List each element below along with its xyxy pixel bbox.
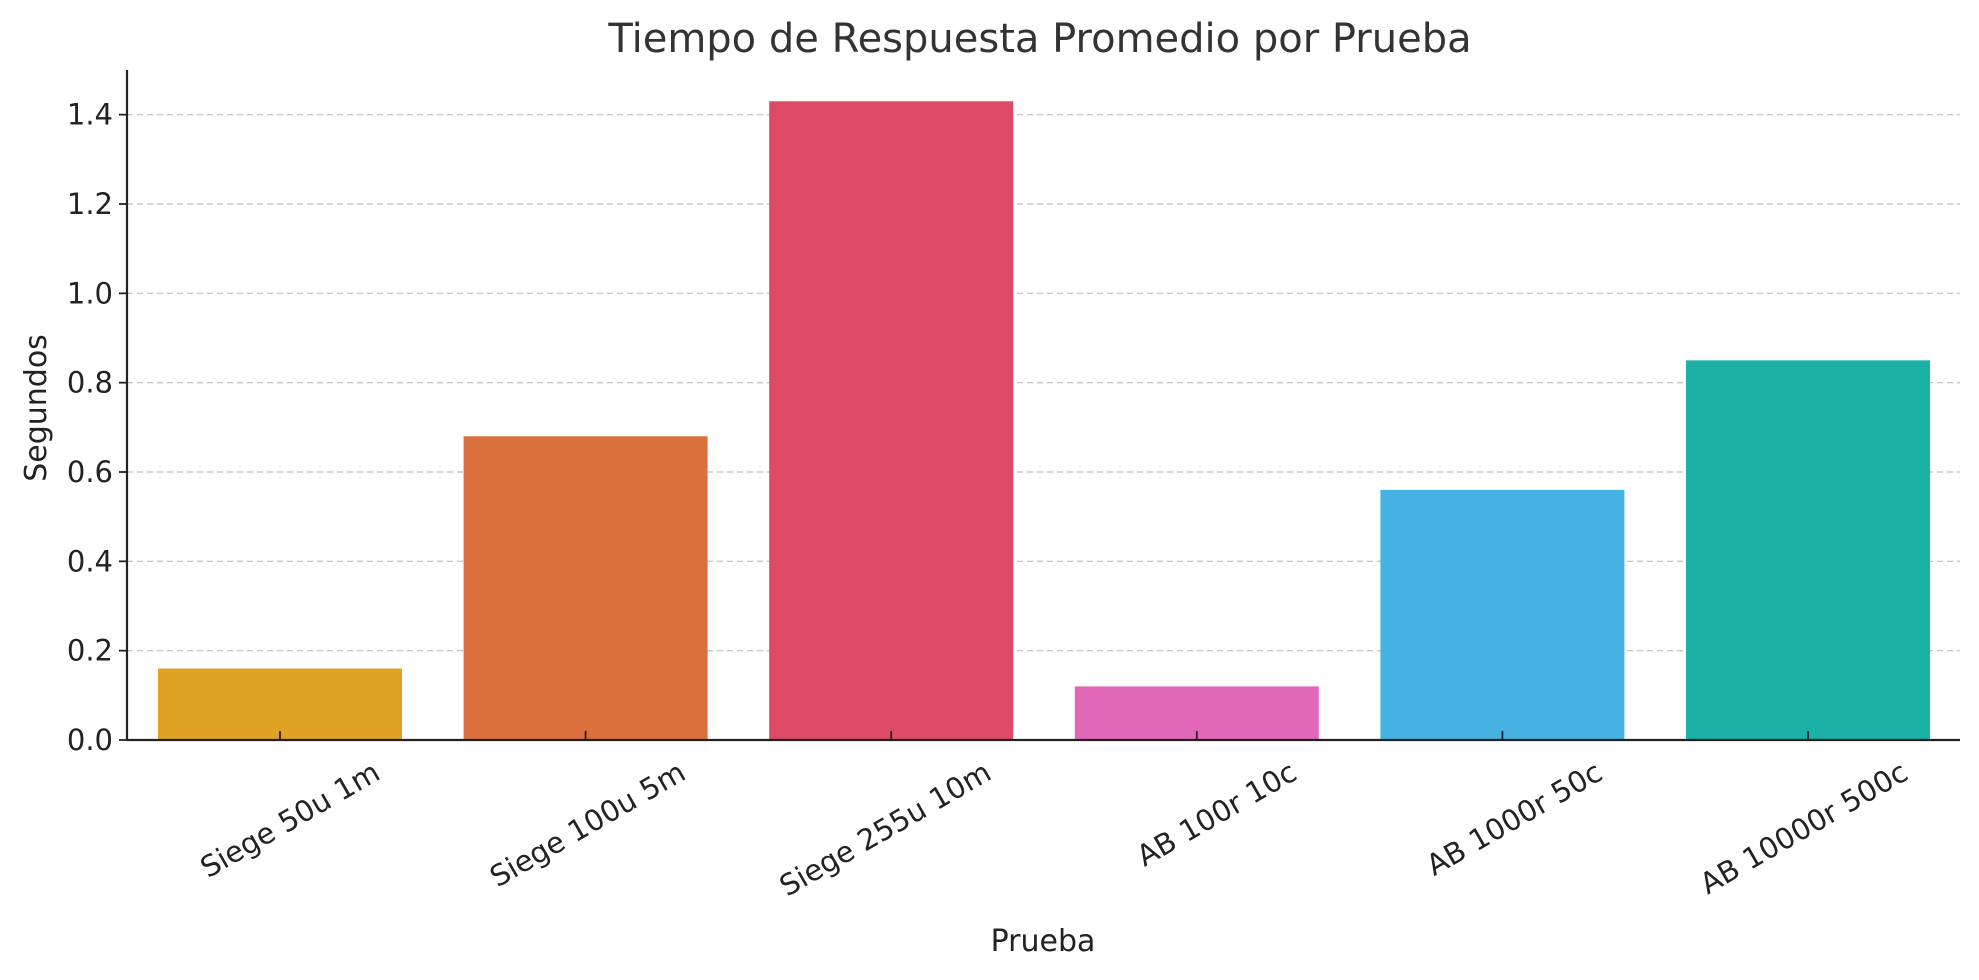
x-tick-label: Siege 50u 1m [194,755,385,885]
bar-siege-50u-1m [158,668,402,740]
y-tick-label: 0.2 [67,634,113,668]
x-tick-label: Siege 100u 5m [484,755,691,894]
y-axis-ticks: 0.0 0.2 0.4 0.6 0.8 1.0 1.2 1.4 [67,98,127,757]
y-tick-label: 0.8 [67,366,113,400]
x-tick-label: AB 10000r 500c [1694,755,1913,901]
y-tick-label: 1.4 [67,98,113,132]
gridlines [127,113,1960,652]
y-tick-label: 1.2 [67,187,113,221]
chart-title: Tiempo de Respuesta Promedio por Prueba [607,16,1471,62]
bar-ab-10000r-500c [1686,360,1930,740]
bar-ab-1000r-50c [1380,489,1625,740]
y-tick-label: 0.6 [67,455,113,489]
y-tick-label: 0.4 [67,544,113,578]
bars [158,101,1930,741]
y-axis-label: Segundos [19,334,54,482]
x-tick-label: Siege 255u 10m [774,755,997,903]
x-tick-label: AB 1000r 50c [1421,755,1608,883]
x-axis-ticks: Siege 50u 1m Siege 100u 5m Siege 255u 10m A… [194,731,1914,903]
bar-siege-255u-10m [769,101,1014,741]
bar-siege-100u-5m [463,436,708,740]
y-tick-label: 1.0 [67,276,113,310]
y-tick-label: 0.0 [67,723,113,757]
x-axis-label: Prueba [991,924,1096,959]
x-tick-label: AB 100r 10c [1131,755,1302,874]
